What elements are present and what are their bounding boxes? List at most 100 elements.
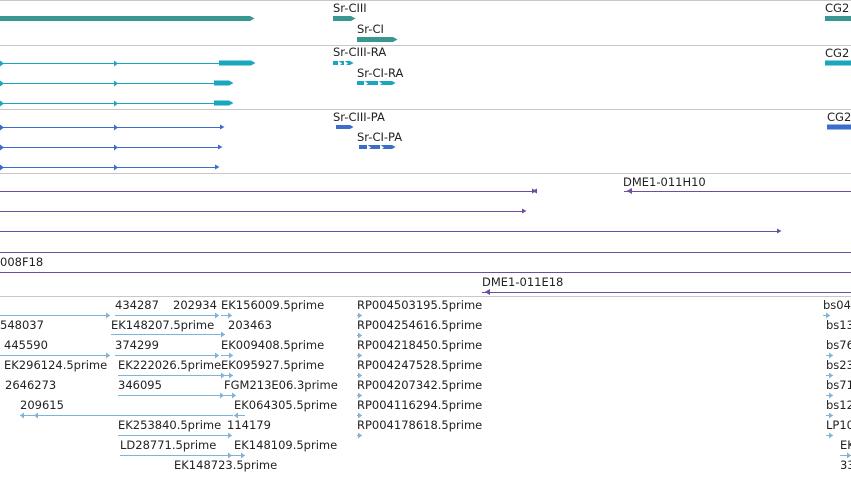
feature-label: Sr-CI (357, 22, 384, 36)
strand-arrow-icon (358, 352, 362, 359)
strand-arrow-icon (344, 60, 348, 67)
strand-arrow-icon (351, 16, 356, 21)
strand-arrow-icon (626, 188, 632, 194)
strand-arrow-icon (829, 372, 833, 379)
exon-block[interactable] (357, 81, 392, 85)
strand-arrow-icon (350, 125, 354, 129)
feature-label: EK095927.5prime (221, 358, 324, 372)
strand-arrow-icon (358, 312, 362, 319)
strand-arrow-icon (847, 452, 851, 459)
strand-arrow-icon (0, 60, 4, 67)
feature-label: 33 (840, 458, 851, 472)
strand-arrow-icon (393, 37, 398, 42)
strand-arrow-icon (829, 412, 833, 419)
feature-label: EK253840.5prime (118, 418, 221, 432)
gene-feature[interactable] (333, 16, 351, 21)
strand-arrow-icon (114, 124, 118, 131)
exon-block[interactable] (214, 80, 229, 86)
strand-arrow-icon (358, 372, 362, 379)
strand-arrow-icon (114, 164, 118, 171)
feature-label: 209615 (20, 398, 64, 412)
feature-label: RP004207342.5prime (357, 378, 482, 392)
feature-label: RP004254616.5prime (357, 318, 482, 332)
feature-label: EK009408.5prime (221, 338, 324, 352)
strand-arrow-icon (241, 452, 245, 459)
feature-label: RP004116294.5prime (357, 398, 482, 412)
strand-arrow-icon (392, 81, 396, 85)
strand-arrow-icon (106, 312, 110, 319)
strand-arrow-icon (34, 412, 38, 419)
strand-arrow-icon (367, 144, 371, 151)
strand-arrow-icon (114, 100, 118, 107)
feature-label: 374299 (115, 338, 159, 352)
strand-arrow-icon (106, 352, 110, 359)
strand-arrow-icon (826, 312, 830, 319)
strand-arrow-icon (358, 412, 362, 419)
feature-label: RP004247528.5prime (357, 358, 482, 372)
gene-feature[interactable] (357, 37, 393, 42)
strand-arrow-icon (228, 312, 232, 319)
strand-arrow-icon (0, 80, 4, 87)
strand-arrow-icon (220, 392, 224, 399)
feature-label: DME1-011E18 (482, 275, 563, 289)
feature-label: bs76 (826, 338, 851, 352)
feature-label: EK064305.5prime (234, 398, 337, 412)
strand-arrow-icon (250, 16, 255, 21)
gene-feature[interactable] (0, 16, 250, 21)
gene-feature[interactable] (825, 16, 851, 21)
feature-label: 346095 (118, 378, 162, 392)
feature-label: EK148207.5prime (111, 318, 214, 332)
strand-arrow-icon (228, 432, 232, 439)
feature-label: Sr-CIII-RA (333, 45, 386, 59)
strand-arrow-icon (114, 80, 118, 87)
exon-block[interactable] (827, 124, 851, 130)
strand-arrow-icon (380, 144, 384, 151)
feature-label: EK156009.5prime (221, 298, 324, 312)
feature-label: bs04 (823, 298, 851, 312)
strand-arrow-icon (220, 124, 225, 130)
strand-arrow-icon (215, 312, 219, 319)
strand-arrow-icon (218, 144, 223, 150)
strand-arrow-icon (364, 80, 368, 87)
strand-arrow-icon (0, 100, 4, 107)
strand-arrow-icon (777, 228, 782, 234)
strand-arrow-icon (392, 145, 396, 149)
strand-arrow-icon (232, 392, 236, 399)
feature-label: Sr-CIII (333, 1, 367, 15)
strand-arrow-icon (251, 60, 256, 66)
strand-arrow-icon (221, 331, 225, 338)
exon-block[interactable] (336, 125, 350, 129)
exon-block[interactable] (333, 61, 350, 65)
exon-block[interactable] (214, 100, 229, 106)
strand-arrow-icon (522, 208, 527, 214)
feature-label: RP004178618.5prime (357, 418, 482, 432)
feature-label: 2646273 (5, 378, 56, 392)
strand-arrow-icon (0, 144, 4, 151)
feature-label: FGM213E06.3prime (224, 378, 338, 392)
strand-arrow-icon (358, 432, 362, 439)
strand-arrow-icon (829, 352, 833, 359)
strand-arrow-icon (378, 80, 382, 87)
feature-label: bs13 (826, 318, 851, 332)
strand-arrow-icon (358, 392, 362, 399)
strand-arrow-icon (229, 80, 234, 86)
feature-label: EK296124.5prime (4, 358, 107, 372)
feature-label: DME1-011H10 (623, 175, 706, 189)
strand-arrow-icon (234, 412, 238, 419)
feature-label: 548037 (0, 318, 44, 332)
feature-label: Sr-CI-RA (357, 66, 404, 80)
strand-arrow-icon (215, 352, 219, 359)
strand-arrow-icon (215, 164, 220, 170)
strand-arrow-icon (829, 392, 833, 399)
feature-label: 203463 (228, 318, 272, 332)
exon-block[interactable] (359, 145, 392, 149)
exon-block[interactable] (219, 60, 251, 66)
strand-arrow-icon (114, 144, 118, 151)
feature-label: EK148109.5prime (234, 438, 337, 452)
feature-label: Sr-CIII-PA (333, 110, 385, 124)
feature-label: CG2 (825, 46, 849, 60)
strand-arrow-icon (0, 124, 4, 131)
exon-block[interactable] (825, 60, 851, 66)
strand-arrow-icon (114, 60, 118, 67)
